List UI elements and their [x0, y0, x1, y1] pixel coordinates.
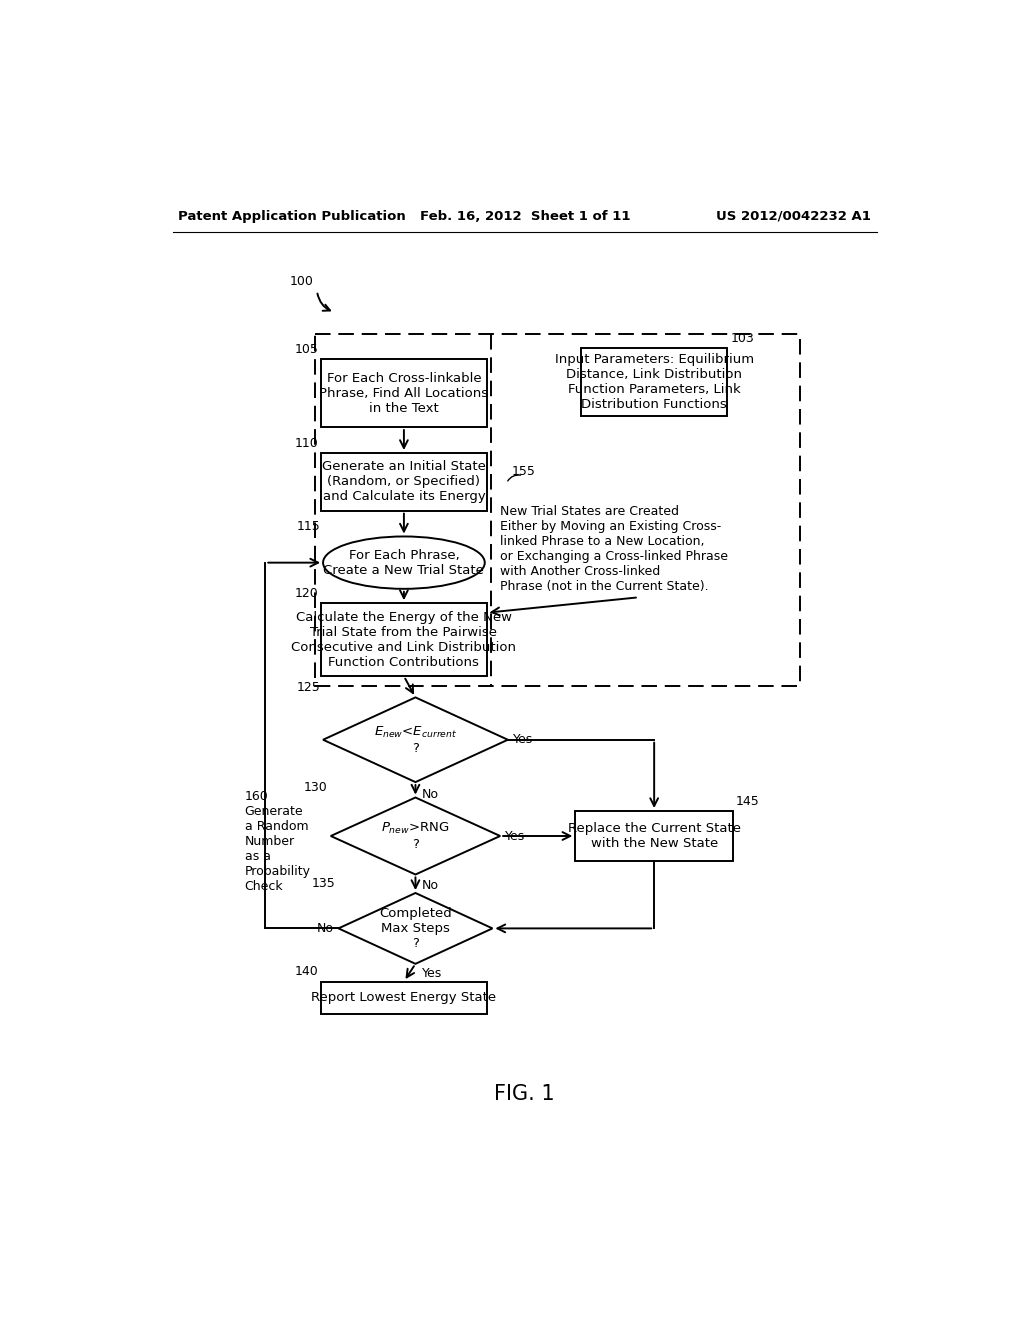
Text: US 2012/0042232 A1: US 2012/0042232 A1	[717, 210, 871, 223]
Text: Generate an Initial State
(Random, or Specified)
and Calculate its Energy: Generate an Initial State (Random, or Sp…	[322, 461, 485, 503]
Text: Patent Application Publication: Patent Application Publication	[178, 210, 407, 223]
Text: For Each Phrase,
Create a New Trial State: For Each Phrase, Create a New Trial Stat…	[324, 549, 484, 577]
Polygon shape	[339, 892, 493, 964]
Bar	[581, 348, 727, 416]
Text: 155: 155	[512, 465, 536, 478]
Text: No: No	[422, 788, 438, 801]
Text: Yes: Yes	[505, 829, 525, 842]
Text: Calculate the Energy of the New
Trial State from the Pairwise
Consecutive and Li: Calculate the Energy of the New Trial St…	[292, 611, 516, 669]
Text: 135: 135	[311, 876, 336, 890]
Text: 130: 130	[304, 781, 328, 795]
Text: 105: 105	[294, 343, 318, 356]
Text: Yes: Yes	[422, 966, 442, 979]
Text: No: No	[422, 879, 438, 892]
Text: FIG. 1: FIG. 1	[495, 1084, 555, 1104]
Text: Feb. 16, 2012  Sheet 1 of 11: Feb. 16, 2012 Sheet 1 of 11	[420, 210, 630, 223]
Bar	[315, 334, 801, 686]
Text: 140: 140	[294, 965, 318, 978]
Text: Report Lowest Energy State: Report Lowest Energy State	[311, 991, 497, 1005]
Text: 115: 115	[296, 520, 319, 533]
Bar	[322, 359, 486, 428]
Text: No: No	[316, 921, 334, 935]
Polygon shape	[323, 697, 508, 781]
Text: 125: 125	[296, 681, 319, 694]
Bar	[322, 603, 486, 676]
Polygon shape	[331, 797, 500, 874]
Text: 120: 120	[294, 587, 318, 601]
Text: Replace the Current State
with the New State: Replace the Current State with the New S…	[567, 822, 740, 850]
Text: Input Parameters: Equilibrium
Distance, Link Distribution
Function Parameters, L: Input Parameters: Equilibrium Distance, …	[555, 352, 754, 411]
Ellipse shape	[323, 536, 484, 589]
Bar	[322, 982, 486, 1014]
Text: 110: 110	[294, 437, 318, 450]
Text: 100: 100	[290, 275, 313, 288]
Text: 160
Generate
a Random
Number
as a
Probability
Check: 160 Generate a Random Number as a Probab…	[245, 789, 310, 892]
Text: 145: 145	[736, 795, 760, 808]
Text: $E_{new}$<$E_{current}$
?: $E_{new}$<$E_{current}$ ?	[374, 725, 457, 755]
Text: For Each Cross-linkable
Phrase, Find All Locations
in the Text: For Each Cross-linkable Phrase, Find All…	[319, 372, 488, 414]
Text: Completed
Max Steps
?: Completed Max Steps ?	[379, 907, 452, 950]
Text: 103: 103	[730, 331, 754, 345]
Text: $P_{new}$>RNG
?: $P_{new}$>RNG ?	[381, 821, 450, 851]
Bar	[322, 453, 486, 511]
Text: New Trial States are Created
Either by Moving an Existing Cross-
linked Phrase t: New Trial States are Created Either by M…	[500, 506, 728, 593]
Text: Yes: Yes	[512, 733, 532, 746]
Bar	[575, 810, 733, 861]
